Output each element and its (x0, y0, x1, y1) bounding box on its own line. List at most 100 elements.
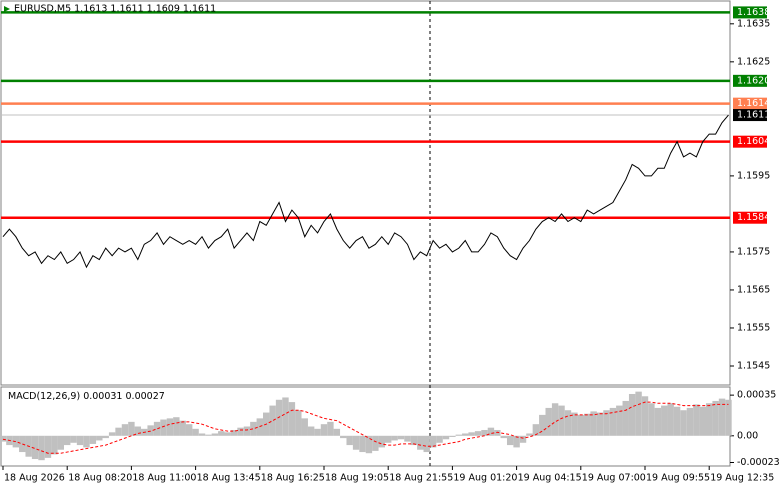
macd-bar (12, 435, 20, 448)
macd-title: MACD(12,26,9) 0.00031 0.00027 (8, 391, 165, 402)
macd-bar (63, 435, 71, 446)
signal-line (2, 401, 729, 454)
macd-bar (417, 435, 424, 450)
macd-bar (590, 411, 597, 436)
macd-bar (474, 431, 482, 436)
x-tick-label: 19 Aug 09:55 (646, 473, 710, 484)
level-label-bg (733, 135, 767, 148)
macd-bar (38, 435, 45, 461)
macd-bar (622, 400, 629, 436)
x-tick-label: 19 Aug 01:20 (453, 473, 517, 484)
macd-bar (532, 424, 540, 436)
macd-bar (693, 404, 700, 436)
macd-bar (449, 435, 456, 437)
macd-bar (198, 433, 206, 436)
macd-bar (705, 403, 713, 436)
macd-bar (346, 435, 353, 446)
level-label: 1.1604 (737, 136, 770, 147)
macd-bar (635, 391, 642, 436)
macd-bar (641, 396, 649, 436)
macd-bar (481, 429, 488, 436)
macd-bar (179, 420, 186, 436)
macd-bar (352, 435, 360, 450)
x-tick-label: 18 Aug 21:55 (389, 473, 453, 484)
x-tick-label: 19 Aug 07:00 (582, 473, 646, 484)
macd-bar (314, 428, 321, 436)
macd-bar (173, 417, 180, 436)
macd-bar (609, 407, 617, 436)
macd-bar (513, 435, 520, 448)
macd-bar (115, 427, 122, 436)
macd-bar (31, 435, 39, 460)
y-tick-label: 1.1635 (737, 18, 770, 29)
level-label: 1.1584 (737, 212, 770, 223)
macd-bar (712, 400, 719, 436)
y-tick-label: 1.1625 (737, 56, 770, 67)
macd-bar (160, 419, 167, 436)
macd-bar (673, 406, 681, 436)
macd-bar (436, 435, 443, 443)
macd-bar (526, 433, 533, 436)
macd-bar (487, 427, 495, 436)
x-tick-label: 18 Aug 16:25 (261, 473, 325, 484)
macd-bar (686, 407, 694, 436)
macd-bar (320, 424, 328, 436)
macd-bar (153, 421, 161, 436)
macd-name: MACD(12,26,9) (8, 391, 80, 402)
level-label-bg (733, 6, 767, 19)
macd-bar (19, 435, 26, 453)
macd-bar (564, 410, 572, 436)
macd-bar (288, 402, 296, 436)
macd-bar (340, 435, 347, 439)
macd-bar (628, 393, 636, 436)
macd-bar (410, 435, 418, 446)
macd-bar (423, 435, 430, 453)
macd-bar (429, 435, 437, 448)
macd-bar (166, 418, 174, 436)
y-tick-label: -0.00023 (737, 457, 780, 468)
y-tick-label: 1.1545 (737, 360, 770, 371)
macd-bar (333, 428, 341, 436)
macd-bar (121, 424, 129, 436)
macd-bar (442, 435, 450, 440)
macd-bar (462, 433, 469, 436)
macd-bar (551, 403, 559, 436)
macd-bar (654, 407, 662, 436)
current-price-label-bg (733, 109, 767, 122)
macd-bar (584, 413, 591, 436)
chart-title: EURUSD,M5 1.1613 1.1611 1.1609 1.1611 (14, 4, 216, 15)
macd-bar (506, 435, 514, 446)
symbol-icon (4, 6, 10, 12)
y-tick-label: 1.1595 (737, 170, 770, 181)
macd-bar (494, 429, 501, 436)
macd-main: 0.00031 (83, 391, 122, 402)
macd-bar (596, 412, 604, 436)
macd-bar (224, 432, 231, 436)
y-tick-label: 1.1555 (737, 322, 770, 333)
x-tick-label: 18 Aug 2026 (4, 473, 65, 484)
macd-bar (0, 435, 7, 442)
macd-bar (648, 403, 655, 436)
macd-bar (616, 405, 623, 436)
macd-bar (667, 403, 674, 436)
macd-bar (397, 435, 405, 440)
macd-bar (661, 405, 668, 436)
macd-bar (218, 431, 225, 436)
macd-bar (57, 435, 64, 450)
macd-bar (545, 407, 552, 436)
macd-bar (680, 410, 687, 436)
x-tick-label: 19 Aug 12:35 (710, 473, 774, 484)
macd-bar (282, 397, 289, 436)
macd-bar (89, 435, 97, 444)
macd-bar (205, 434, 212, 436)
macd-bar (359, 435, 366, 453)
macd-bar (70, 435, 77, 443)
plot-layer: 1.1545 1.1555 1.1565 1.1575 1.1595 1.1625 1.16… (0, 6, 780, 484)
macd-bar (243, 426, 251, 436)
macd-bar (211, 433, 219, 436)
price-line (2, 114, 729, 269)
x-tick-label: 18 Aug 11:00 (132, 473, 196, 484)
macd-bar (269, 405, 276, 436)
level-label-bg (733, 211, 767, 224)
